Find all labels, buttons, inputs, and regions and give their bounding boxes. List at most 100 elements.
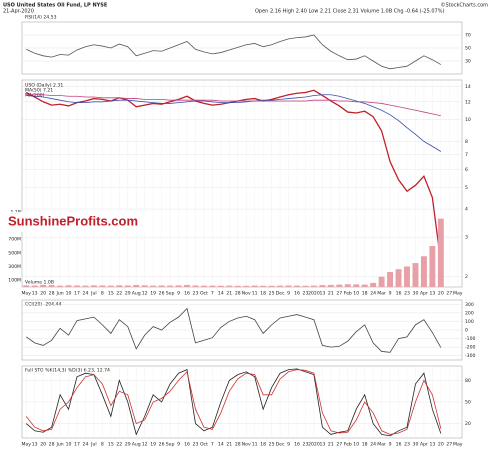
x-tick-label: Nov [242,442,251,448]
y-tick-label: 10 [465,117,471,123]
bar [294,285,300,287]
bar [184,284,190,287]
legend-entry: Volume 1.0B [25,280,54,286]
x-tick-label: 30 [413,291,419,297]
bar [158,285,165,287]
watermark: SunshineProfits.com [8,213,138,228]
x-tick-label: 16 [396,291,402,297]
x-tick-label: 13 [429,442,435,448]
watermark-box [5,212,145,232]
bar [107,285,114,287]
x-tick-label: 9 [389,291,392,297]
x-tick-label: 15 [108,442,114,448]
y-tick-label: 200 [465,310,474,316]
bar [31,285,38,287]
y-tick-label: 12 [465,99,471,105]
x-tick-label: 23 [404,442,410,448]
bar [65,285,72,287]
x-tick-label: 14 [218,442,224,448]
x-tick-label: 24 [370,291,376,297]
bar [319,285,326,287]
x-tick-label: 27 [446,442,452,448]
x-tick-label: 28 [235,291,241,297]
y-tick-label: 0 [465,328,468,334]
bar [175,285,182,287]
bar [124,285,131,287]
bar [404,266,410,287]
panel-title: RSI(14) 24.53 [25,15,57,21]
x-tick-label: 18 [362,291,368,297]
x-tick-label: 27 [336,291,342,297]
x-tick-label: 16 [396,442,402,448]
x-tick-label: 15 [108,291,114,297]
x-tick-label: Feb [344,291,352,297]
bar [361,284,368,287]
x-tick-label: 24 [83,291,89,297]
y-tick-label: 14 [465,84,471,90]
bar [310,285,317,287]
series-line [26,94,442,152]
bar [268,285,275,287]
x-tick-label: 19 [150,442,156,448]
x-tick-label: 17 [74,442,80,448]
x-tick-label: 7 [211,442,214,448]
x-tick-label: 10 [66,442,72,448]
y-tick-label: 50 [465,400,471,406]
x-tick-label: 23 [193,291,199,297]
bar [429,246,436,287]
x-tick-label: May [21,291,31,297]
x-tick-label: Apr [420,442,428,448]
bar [217,285,224,287]
x-tick-label: 18 [260,291,266,297]
bar [226,285,233,287]
x-tick-label: 27 [336,442,342,448]
legend-entry: MA(50) 7.21 [25,88,53,94]
y-tick-label: 6 [465,167,468,173]
bar [437,218,444,287]
bar [336,284,343,287]
x-tick-label: Sep [166,291,175,297]
x-tick-label: 9 [177,442,180,448]
x-tick-label: 10 [353,442,359,448]
bar [353,284,360,287]
x-tick-label: May [453,291,463,297]
y-tick-label: 500M [8,250,21,256]
x-tick-label: 29 [125,291,131,297]
x-tick-label: 30 [413,442,419,448]
x-tick-label: Aug [132,442,141,448]
x-tick-label: 21 [328,442,334,448]
x-tick-label: 20 [438,442,444,448]
bar [277,285,284,287]
x-tick-label: 21 [328,291,334,297]
x-tick-label: 28 [49,442,55,448]
x-tick-label: Jun [55,291,63,297]
bar [378,276,385,287]
x-tick-label: 14 [218,291,224,297]
x-tick-label: 23 [193,442,199,448]
bar [420,256,427,287]
y-tick-label: -100 [465,336,476,342]
x-tick-label: 12 [142,442,148,448]
x-tick-label: 24 [83,442,89,448]
x-tick-label: 18 [260,442,266,448]
x-tick-label: 21 [226,442,232,448]
x-tick-label: 25 [269,442,275,448]
x-tick-label: Sep [166,442,175,448]
bar [243,285,250,287]
y-tick-label: 700M [8,237,21,243]
x-tick-label: 13 [429,291,435,297]
x-tick-label: 23 [404,291,410,297]
bar [74,285,80,287]
x-tick-label: Nov [242,291,251,297]
y-tick-label: 100M [8,278,21,284]
bar [370,282,377,287]
y-tick-label: -200 [465,345,476,351]
x-tick-label: 22 [116,291,122,297]
x-tick-label: 20 [40,291,46,297]
credit: ©StockCharts.com [441,2,489,9]
date: 21-Apr-2020 [3,9,34,15]
x-tick-label: 11 [252,291,258,297]
x-tick-label: 16 [294,291,300,297]
bar [234,285,241,287]
x-tick-label: 8 [101,291,104,297]
